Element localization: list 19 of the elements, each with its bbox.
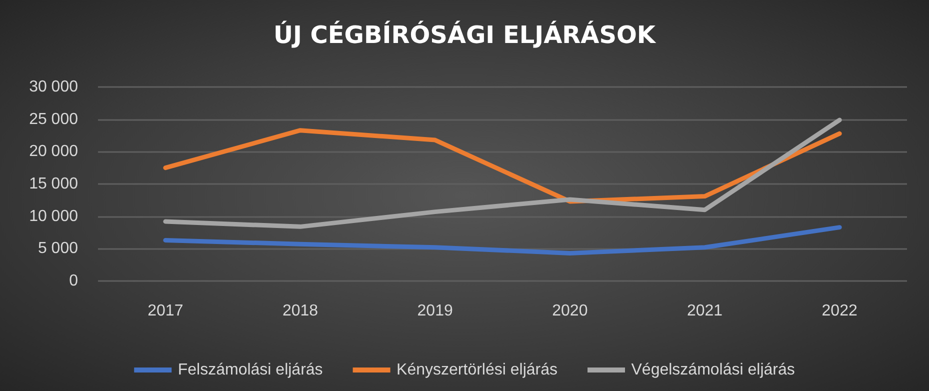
line-series <box>163 118 842 229</box>
chart-title: ÚJ CÉGBÍRÓSÁGI ELJÁRÁSOK <box>274 20 657 49</box>
x-tick-label: 2018 <box>282 302 318 320</box>
x-tick-label: 2017 <box>148 302 184 320</box>
y-tick-label: 30 000 <box>29 78 78 96</box>
x-tick-label: 2020 <box>552 302 588 320</box>
y-tick-label: 20 000 <box>29 143 78 160</box>
y-tick-label: 0 <box>69 272 78 290</box>
legend-label: Kényszertörlési eljárás <box>396 362 558 378</box>
y-tick-label: 15 000 <box>29 176 78 192</box>
legend-label: Végelszámolási eljárás <box>631 362 795 378</box>
y-tick-label: 25 000 <box>29 110 78 128</box>
line-series <box>163 225 842 256</box>
x-tick-label: 2022 <box>822 302 858 320</box>
y-tick-label: 10 000 <box>29 208 78 225</box>
x-tick-label: 2021 <box>686 302 723 320</box>
y-tick-label: 5 000 <box>38 240 78 258</box>
legend-label: Felszámolási eljárás <box>178 362 323 378</box>
x-tick-label: 2019 <box>417 302 453 320</box>
